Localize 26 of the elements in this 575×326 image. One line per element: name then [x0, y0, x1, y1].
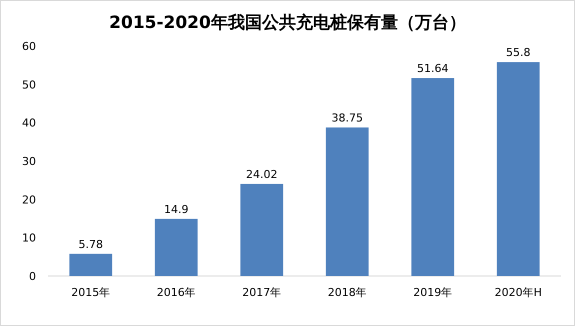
y-tick-label: 60 — [22, 40, 36, 53]
x-tick-label: 2019年 — [413, 286, 452, 299]
x-tick-label: 2015年 — [71, 286, 110, 299]
data-label: 38.75 — [332, 111, 363, 124]
y-tick-label: 40 — [22, 116, 36, 130]
bar — [496, 62, 540, 276]
x-tick-label: 2016年 — [156, 286, 196, 299]
x-tick-label: 2020年H — [494, 286, 542, 299]
y-tick-label: 50 — [22, 78, 36, 92]
y-tick-label: 0 — [29, 270, 36, 283]
bar — [154, 218, 198, 276]
data-label: 14.9 — [164, 202, 188, 216]
bar — [411, 78, 454, 276]
data-label: 24.02 — [246, 168, 278, 181]
y-tick-label: 20 — [22, 193, 36, 206]
data-label: 51.64 — [417, 62, 448, 76]
bar — [240, 184, 284, 276]
data-label: 55.8 — [506, 46, 530, 60]
bar — [69, 254, 112, 276]
data-label: 5.78 — [78, 238, 103, 251]
y-tick-label: 30 — [22, 155, 36, 168]
x-tick-label: 2017年 — [242, 286, 282, 299]
bar — [326, 127, 369, 276]
x-tick-label: 2018年 — [328, 286, 367, 299]
chart-title: 2015-2020年我国公共充电桩保有量（万台） — [109, 13, 466, 33]
y-tick-label: 10 — [22, 232, 36, 245]
